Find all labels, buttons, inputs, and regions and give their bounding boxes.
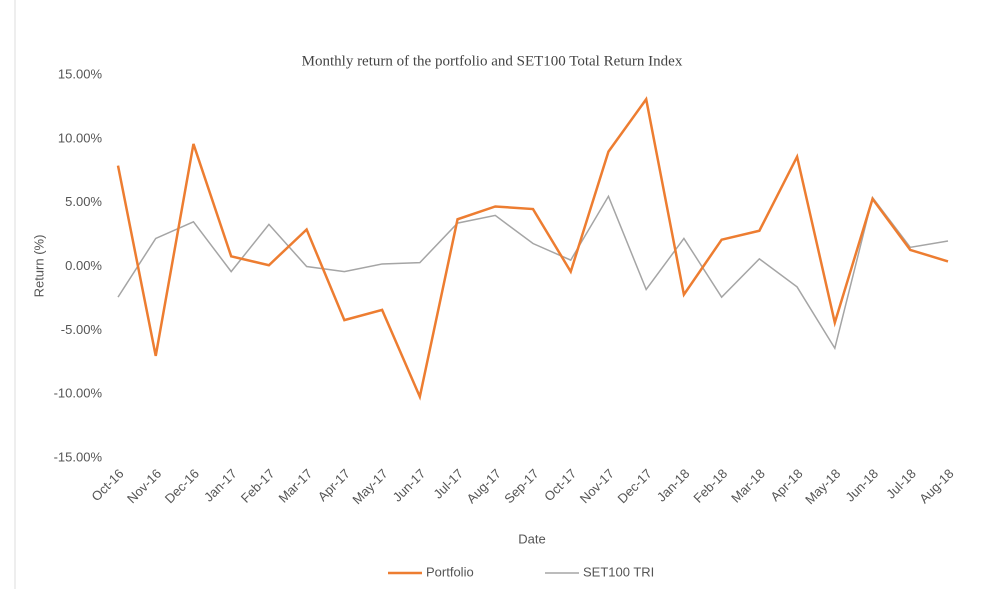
chart-title: Monthly return of the portfolio and SET1… [302, 53, 683, 69]
y-axis-label: Return (%) [31, 235, 46, 298]
y-tick-label: 10.00% [58, 130, 103, 145]
y-tick-label: 15.00% [58, 66, 103, 81]
legend-label: SET100 TRI [583, 564, 654, 579]
legend-label: Portfolio [426, 564, 474, 579]
chart: Monthly return of the portfolio and SET1… [0, 0, 992, 589]
y-tick-label: 5.00% [65, 194, 102, 209]
y-tick-label: -15.00% [54, 449, 103, 464]
y-tick-label: -10.00% [54, 386, 103, 401]
x-axis-label: Date [518, 531, 545, 546]
y-tick-label: -5.00% [61, 322, 103, 337]
y-tick-label: 0.00% [65, 258, 102, 273]
